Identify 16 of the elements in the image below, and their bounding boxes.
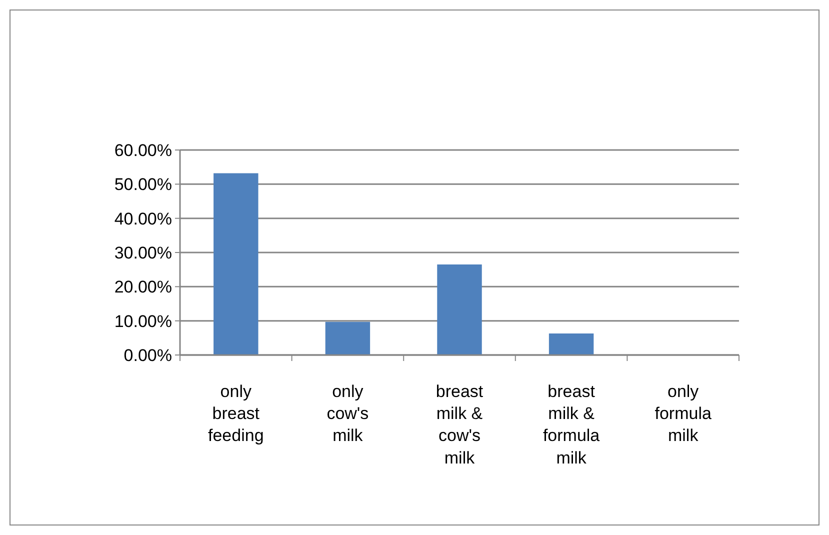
x-tick-label: only breast feeding	[208, 382, 264, 446]
y-tick-label: 50.00%	[114, 175, 172, 194]
x-tick-label: breast milk & cow's milk	[436, 382, 484, 468]
x-tick-label: breast milk & formula milk	[542, 382, 600, 468]
y-tick-label: 30.00%	[114, 243, 172, 262]
bar	[437, 264, 482, 355]
bar	[214, 173, 258, 355]
bar	[548, 333, 594, 355]
y-tick-label: 20.00%	[114, 278, 172, 297]
y-tick-label: 10.00%	[114, 312, 172, 331]
y-tick-label: 0.00%	[124, 346, 172, 365]
y-tick-label: 60.00%	[114, 140, 172, 160]
x-tick-label: only formula milk	[654, 382, 712, 446]
bar	[325, 322, 370, 355]
y-tick-label: 40.00%	[114, 209, 172, 228]
x-tick-label: only cow's milk	[326, 382, 369, 446]
